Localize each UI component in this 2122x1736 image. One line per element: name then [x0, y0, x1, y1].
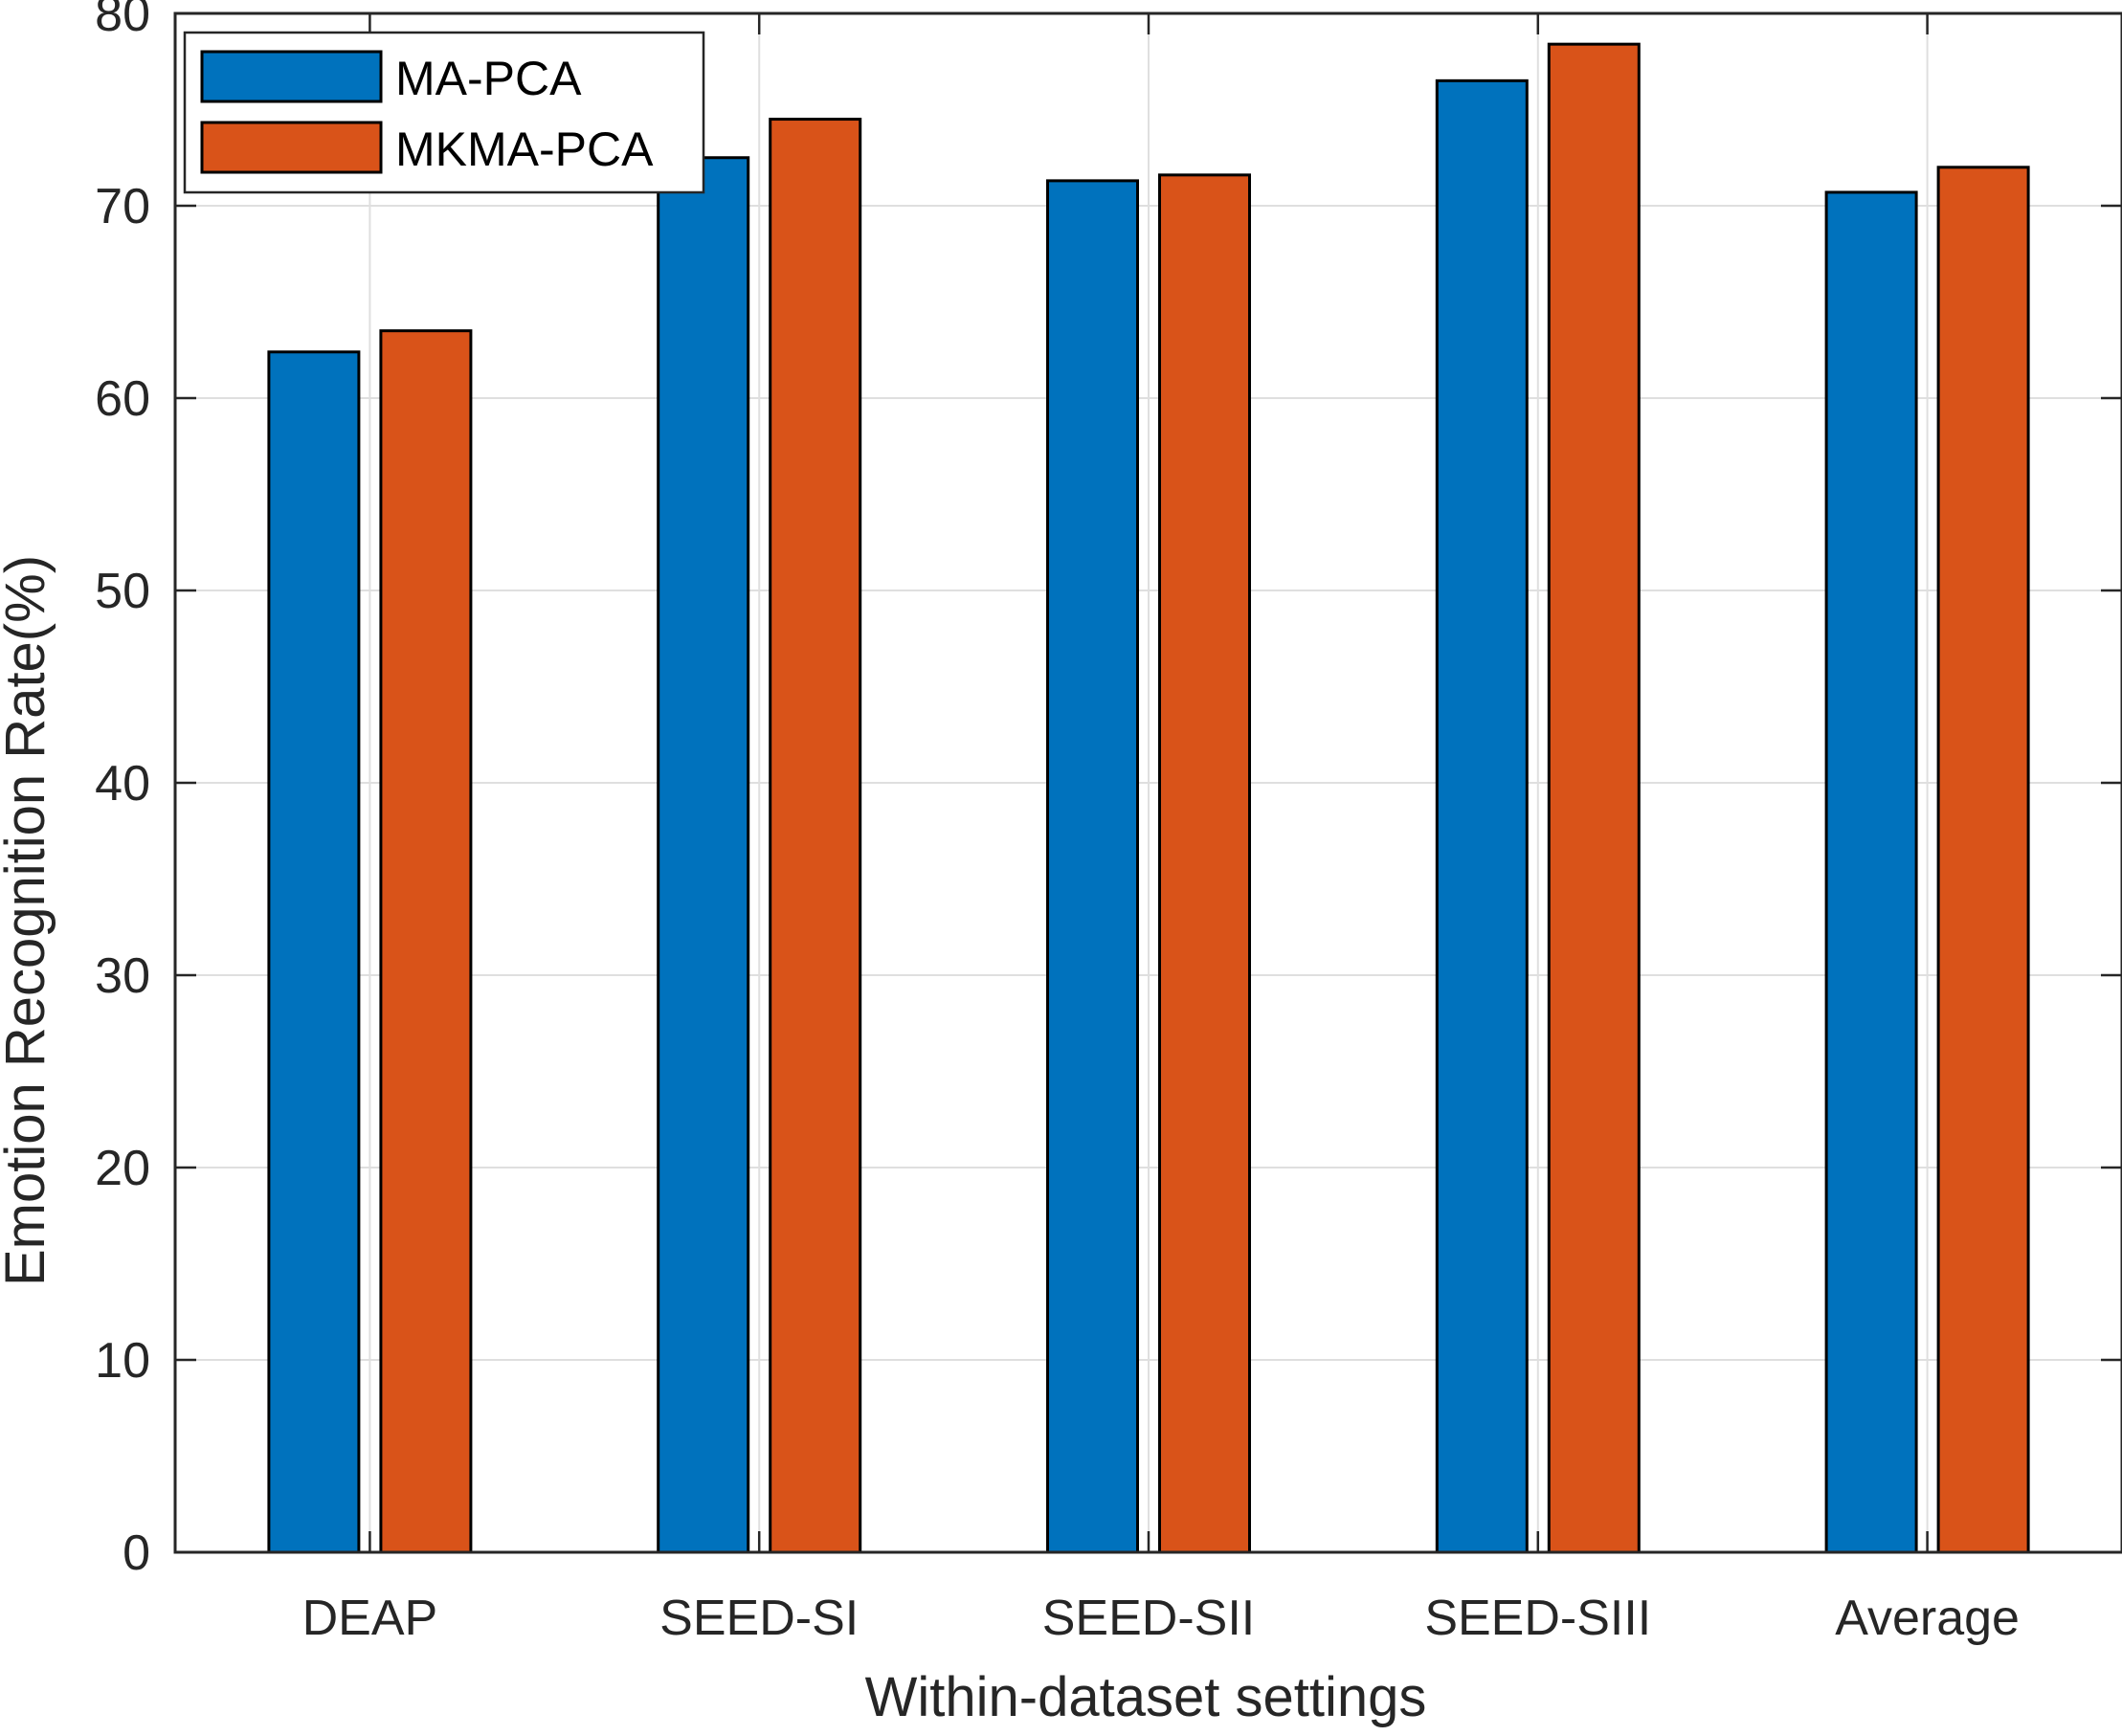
bar-mkma-pca-seed-sii	[1158, 173, 1251, 1554]
x-tick-label: SEED-SII	[1042, 1591, 1256, 1646]
legend-label-mkma-pca: MKMA-PCA	[395, 122, 654, 176]
y-tick-label: 80	[95, 0, 150, 42]
x-tick-label: SEED-SI	[659, 1591, 859, 1646]
x-tick-label: DEAP	[302, 1591, 438, 1646]
y-tick-label: 20	[95, 1141, 150, 1196]
grid-lines	[175, 12, 2122, 1553]
y-tick-label: 10	[95, 1333, 150, 1389]
y-tick-label: 30	[95, 948, 150, 1004]
bar-ma-pca-average	[1824, 190, 1918, 1554]
y-tick-label: 50	[95, 564, 150, 619]
bar-ma-pca-seed-sii	[1046, 179, 1139, 1554]
bar-ma-pca-seed-siii	[1435, 78, 1529, 1554]
legend-swatch-ma-pca	[200, 50, 383, 103]
bar-mkma-pca-average	[1936, 166, 2030, 1554]
legend-label-ma-pca: MA-PCA	[395, 52, 582, 105]
bar-mkma-pca-seed-si	[769, 118, 862, 1554]
x-tick-label: SEED-SIII	[1424, 1591, 1651, 1646]
y-axis-title: Emotion Recognition Rate(%)	[0, 555, 56, 1286]
y-tick-label: 60	[95, 371, 150, 427]
bars	[267, 42, 2030, 1554]
bar-mkma-pca-seed-siii	[1547, 42, 1641, 1554]
bar-ma-pca-seed-si	[657, 156, 750, 1554]
x-tick-label: Average	[1835, 1591, 2020, 1646]
legend: MA-PCA MKMA-PCA	[183, 31, 705, 194]
y-tick-label: 70	[95, 179, 150, 234]
axes	[173, 11, 2122, 1554]
y-tick-label: 40	[95, 756, 150, 812]
tick-labels: 0 10 20 30 40 50 60 70 80 DEAP SEED-SI SEED-SII SEED…	[95, 0, 2020, 1646]
y-tick-label: 0	[123, 1525, 150, 1581]
plot-frame	[173, 11, 2122, 1554]
legend-swatch-mkma-pca	[200, 121, 383, 174]
x-axis-title: Within-dataset settings	[865, 1666, 1427, 1728]
bar-mkma-pca-deap	[379, 329, 473, 1554]
bar-ma-pca-deap	[267, 350, 361, 1554]
